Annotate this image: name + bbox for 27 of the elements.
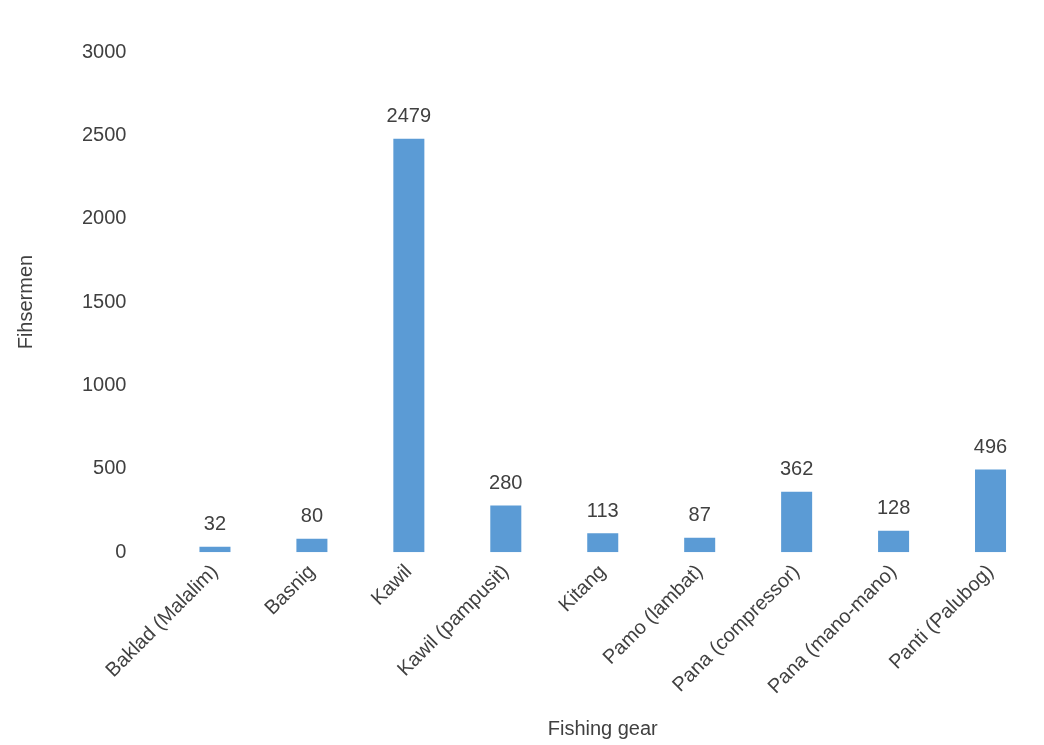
y-tick-label: 3000 bbox=[81, 39, 127, 62]
y-tick-label: 1000 bbox=[81, 372, 127, 395]
y-axis-title: Fihsermen bbox=[13, 254, 36, 350]
data-label: 280 bbox=[489, 471, 523, 494]
bar bbox=[199, 546, 231, 553]
bar bbox=[587, 533, 619, 553]
bar bbox=[296, 538, 328, 553]
data-label: 128 bbox=[876, 496, 911, 519]
bar bbox=[490, 505, 522, 553]
y-tick-label: 2500 bbox=[81, 122, 127, 145]
x-axis-title: Fishing gear bbox=[547, 716, 659, 739]
bar bbox=[975, 469, 1007, 553]
data-label: 113 bbox=[586, 498, 619, 521]
data-label: 32 bbox=[203, 512, 227, 535]
data-label: 87 bbox=[688, 503, 711, 526]
data-label: 80 bbox=[300, 504, 324, 527]
bar bbox=[781, 491, 813, 553]
y-tick-label: 0 bbox=[115, 539, 127, 562]
y-tick-label: 500 bbox=[93, 456, 127, 479]
bar bbox=[878, 530, 910, 553]
data-label: 362 bbox=[779, 457, 814, 480]
y-tick-label: 2000 bbox=[81, 206, 127, 229]
data-label: 2479 bbox=[386, 104, 432, 127]
bar bbox=[684, 537, 716, 553]
data-label: 496 bbox=[973, 435, 1008, 458]
y-tick-label: 1500 bbox=[81, 289, 127, 312]
bar bbox=[393, 138, 425, 553]
